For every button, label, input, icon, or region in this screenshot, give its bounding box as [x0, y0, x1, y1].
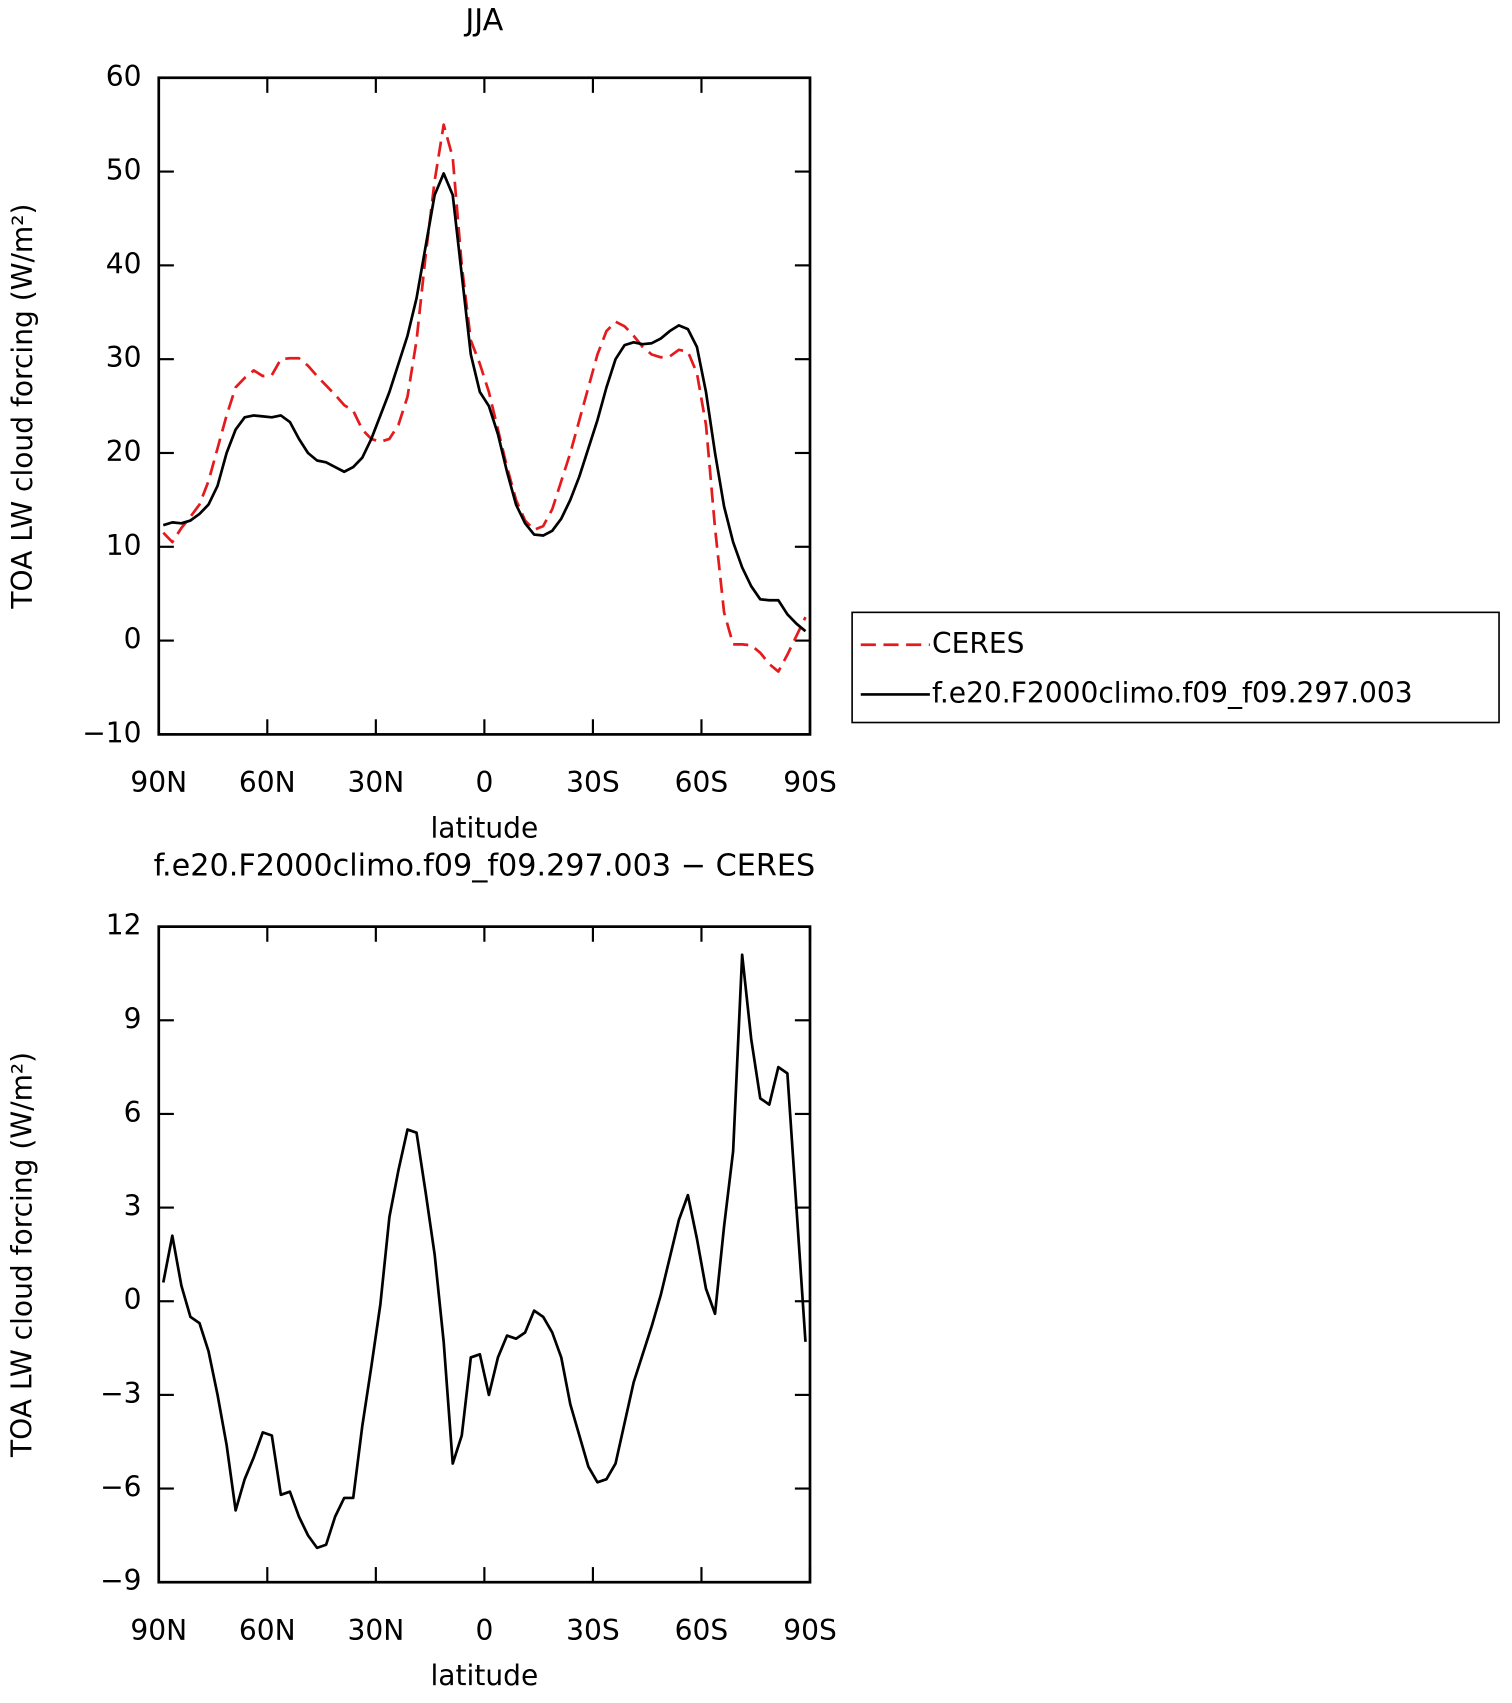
y-tick-label: −6 [100, 1471, 141, 1504]
y-tick-label: 6 [124, 1096, 142, 1129]
y-tick-label: 0 [124, 1283, 142, 1316]
chart-title: f.e20.F2000climo.f09_f09.297.003 − CERES [154, 849, 816, 884]
y-tick-label: 12 [106, 909, 142, 942]
x-tick-label: 30S [566, 1614, 620, 1647]
y-axis-label: TOA LW cloud forcing (W/m²) [6, 204, 39, 610]
legend-label: CERES [932, 627, 1024, 660]
legend-label: f.e20.F2000climo.f09_f09.297.003 [932, 676, 1413, 709]
y-tick-label: 20 [106, 435, 142, 468]
x-tick-label: 90S [783, 1614, 837, 1647]
y-tick-label: 40 [106, 247, 142, 280]
y-tick-label: −10 [82, 716, 141, 749]
chart-title: JJA [463, 3, 503, 38]
y-tick-label: 50 [106, 154, 142, 187]
x-tick-label: 60S [675, 1614, 729, 1647]
y-tick-label: 60 [106, 60, 142, 93]
data-line [162, 172, 807, 633]
plot-frame [157, 76, 812, 736]
y-tick-label: 3 [124, 1190, 142, 1223]
x-tick-label: 30N [347, 1614, 404, 1647]
data-line [162, 123, 807, 673]
y-axis-label: TOA LW cloud forcing (W/m²) [6, 1052, 39, 1458]
x-tick-label: 30S [566, 766, 620, 799]
y-tick-label: −3 [100, 1377, 141, 1410]
x-axis-label: latitude [431, 1659, 539, 1692]
y-tick-label: 0 [124, 623, 142, 656]
x-tick-label: 60N [239, 766, 296, 799]
y-tick-label: 10 [106, 529, 142, 562]
legend-box [851, 611, 1500, 724]
x-tick-label: 90N [130, 766, 187, 799]
x-axis-label: latitude [431, 811, 539, 844]
y-tick-label: −9 [100, 1564, 141, 1597]
x-tick-label: 60S [675, 766, 729, 799]
y-tick-label: 9 [124, 1002, 142, 1035]
x-tick-label: 0 [475, 766, 493, 799]
x-tick-label: 90S [783, 766, 837, 799]
x-tick-label: 90N [130, 1614, 187, 1647]
x-tick-label: 30N [347, 766, 404, 799]
x-tick-label: 0 [475, 1614, 493, 1647]
plot-frame [157, 925, 812, 1584]
x-tick-label: 60N [239, 1614, 296, 1647]
y-tick-label: 30 [106, 341, 142, 374]
data-line [161, 953, 807, 1550]
